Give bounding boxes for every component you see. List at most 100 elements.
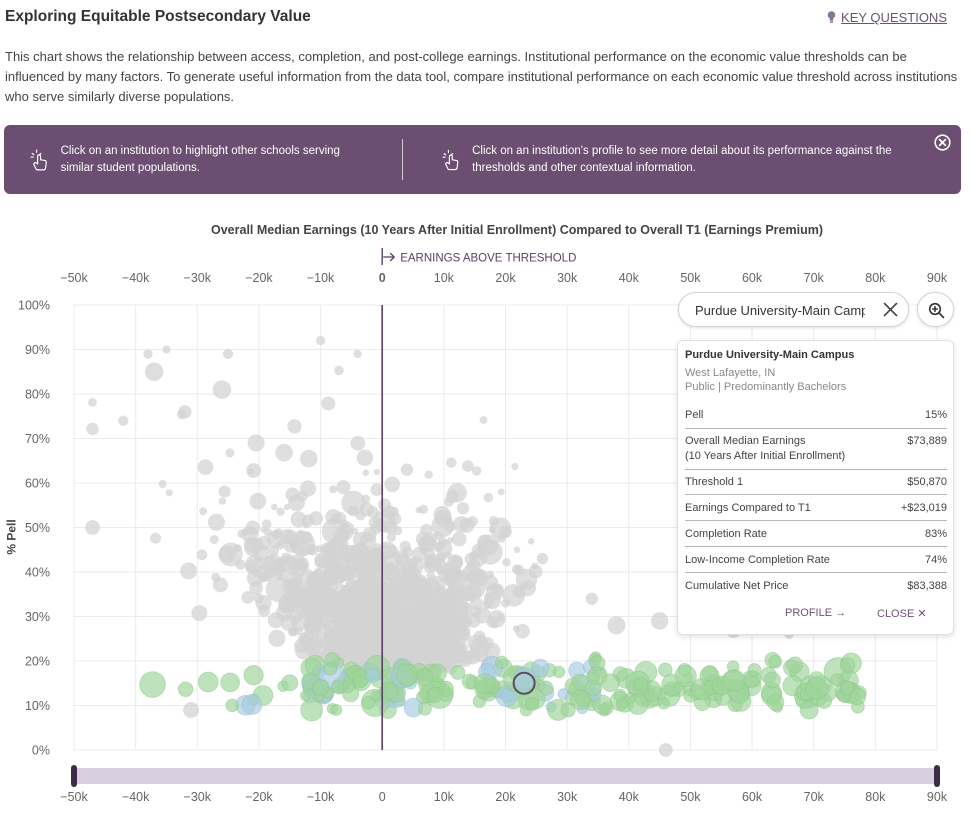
similar-institution-dot[interactable]	[601, 673, 620, 693]
institution-dot[interactable]	[408, 595, 421, 608]
institution-dot[interactable]	[287, 419, 302, 434]
institution-dot[interactable]	[263, 528, 273, 537]
institution-dot[interactable]	[329, 485, 338, 494]
institution-dot[interactable]	[327, 629, 340, 641]
similar-institution-dot[interactable]	[427, 687, 443, 703]
institution-dot[interactable]	[471, 543, 487, 559]
institution-dot[interactable]	[196, 549, 208, 561]
institution-dot[interactable]	[180, 562, 198, 580]
similar-institution-dot[interactable]	[241, 694, 263, 715]
institution-dot[interactable]	[423, 560, 436, 573]
close-circle-icon[interactable]	[934, 134, 951, 151]
institution-dot[interactable]	[471, 466, 482, 476]
institution-dot[interactable]	[397, 554, 410, 568]
range-handle-min[interactable]	[71, 765, 77, 787]
institution-dot[interactable]	[285, 581, 293, 589]
institution-dot[interactable]	[324, 605, 336, 617]
institution-dot[interactable]	[502, 557, 511, 567]
institution-dot[interactable]	[353, 542, 368, 556]
institution-dot[interactable]	[373, 468, 381, 476]
institution-dot[interactable]	[462, 588, 476, 602]
institution-dot[interactable]	[479, 416, 488, 424]
institution-dot[interactable]	[245, 520, 261, 536]
institution-dot[interactable]	[424, 470, 433, 479]
institution-dot[interactable]	[197, 459, 214, 476]
institution-dot[interactable]	[462, 460, 474, 472]
similar-institution-dot[interactable]	[799, 700, 819, 720]
institution-dot[interactable]	[607, 616, 626, 635]
institution-dot[interactable]	[497, 488, 505, 496]
institution-dot[interactable]	[434, 509, 453, 528]
institution-dot[interactable]	[299, 568, 315, 585]
similar-institution-dot[interactable]	[395, 663, 419, 687]
institution-dot[interactable]	[199, 507, 208, 516]
institution-dot[interactable]	[384, 476, 401, 493]
institution-dot[interactable]	[298, 547, 308, 557]
similar-institution-dot[interactable]	[417, 701, 432, 716]
institution-dot[interactable]	[327, 554, 351, 578]
similar-institution-dot[interactable]	[177, 681, 194, 697]
similar-institution-dot[interactable]	[415, 668, 434, 686]
institution-dot[interactable]	[496, 613, 505, 622]
institution-dot[interactable]	[276, 507, 285, 516]
similar-institution-dot[interactable]	[370, 690, 382, 702]
institution-dot[interactable]	[86, 422, 99, 436]
institution-dot[interactable]	[456, 601, 469, 614]
institution-dot[interactable]	[337, 618, 345, 627]
institution-dot[interactable]	[318, 637, 329, 648]
institution-dot[interactable]	[178, 405, 192, 419]
institution-dot[interactable]	[362, 527, 377, 542]
institution-dot[interactable]	[390, 595, 399, 604]
institution-dot[interactable]	[422, 599, 447, 624]
institution-dot[interactable]	[349, 638, 373, 662]
institution-dot[interactable]	[405, 618, 417, 630]
similar-institution-dot[interactable]	[330, 680, 345, 694]
institution-dot[interactable]	[261, 519, 272, 529]
similar-institution-dot[interactable]	[657, 697, 670, 710]
institution-dot[interactable]	[337, 590, 346, 599]
institution-dot[interactable]	[366, 623, 376, 632]
profile-label[interactable]: PROFILE	[785, 607, 833, 619]
zoom-button[interactable]	[917, 292, 954, 327]
institution-dot[interactable]	[288, 626, 299, 637]
institution-dot[interactable]	[287, 564, 299, 576]
institution-dot[interactable]	[437, 537, 448, 547]
institution-dot[interactable]	[299, 449, 318, 468]
institution-dot[interactable]	[435, 649, 444, 658]
similar-institution-dot[interactable]	[525, 697, 540, 711]
similar-institution-dot[interactable]	[281, 674, 299, 692]
institution-dot[interactable]	[183, 701, 200, 718]
institution-dot[interactable]	[490, 620, 498, 629]
institution-dot[interactable]	[314, 567, 323, 575]
key-questions-link[interactable]: KEY QUESTIONS	[827, 10, 947, 25]
institution-dot[interactable]	[515, 568, 538, 590]
institution-dot[interactable]	[386, 637, 395, 646]
institution-dot[interactable]	[283, 503, 291, 511]
institution-dot[interactable]	[369, 638, 378, 647]
institution-dot[interactable]	[447, 483, 467, 503]
similar-institution-dot[interactable]	[330, 704, 343, 716]
range-track[interactable]	[74, 768, 937, 784]
similar-institution-dot[interactable]	[220, 672, 240, 693]
institution-dot[interactable]	[144, 362, 164, 381]
institution-dot[interactable]	[390, 587, 400, 597]
institution-dot[interactable]	[191, 605, 208, 622]
similar-institution-dot[interactable]	[764, 671, 781, 689]
institution-dot[interactable]	[474, 634, 487, 647]
institution-dot[interactable]	[390, 602, 398, 610]
similar-institution-dot[interactable]	[747, 663, 762, 677]
institution-dot[interactable]	[435, 585, 446, 596]
similar-institutions[interactable]	[139, 651, 867, 722]
similar-institution-dot[interactable]	[560, 702, 576, 718]
institution-dot[interactable]	[410, 641, 421, 652]
institution-dot[interactable]	[453, 609, 470, 626]
similar-institution-dot[interactable]	[300, 698, 324, 722]
institution-dot[interactable]	[416, 629, 429, 641]
institution-dot[interactable]	[512, 625, 520, 633]
institution-dot[interactable]	[209, 534, 219, 544]
institution-dot[interactable]	[207, 513, 225, 531]
institution-dot[interactable]	[258, 604, 271, 617]
similar-institution-dot[interactable]	[634, 677, 649, 692]
institution-dot[interactable]	[303, 639, 321, 657]
institution-dot[interactable]	[218, 485, 231, 498]
